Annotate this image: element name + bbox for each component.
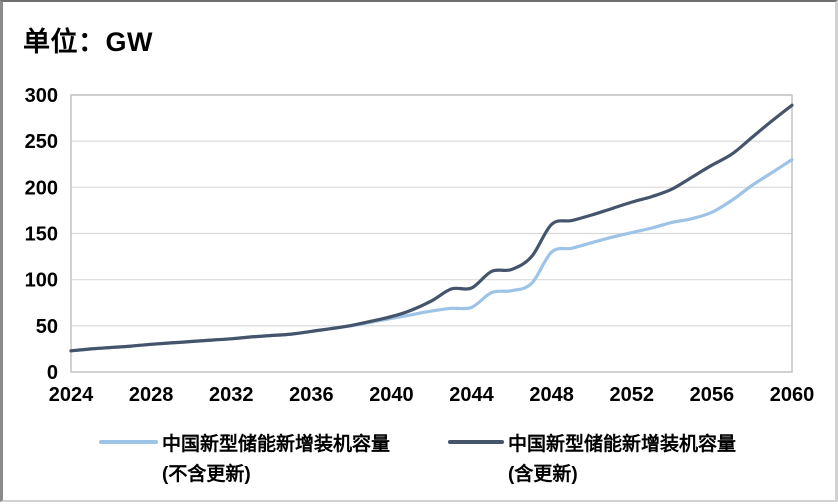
series-line-excluding-renewal (69, 158, 794, 353)
legend-line-swatch-light-icon (99, 440, 158, 444)
legend-label-line1: 中国新型储能新增装机容量 (508, 434, 737, 455)
y-axis-tick-label: 100 (25, 270, 58, 292)
legend-item-including-renewal: 中国新型储能新增装机容量 (含更新) (448, 430, 736, 490)
x-axis-tick-label: 2028 (129, 384, 174, 406)
y-axis-tick-label: 300 (25, 85, 58, 107)
y-axis-tick-label: 50 (36, 316, 58, 338)
y-axis-tick-label: 150 (25, 224, 58, 246)
chart-title: 单位：GW (23, 27, 153, 57)
x-axis-tick-label: 2060 (770, 384, 815, 406)
plot-border (70, 94, 793, 373)
y-axis-tick-label: 0 (47, 362, 58, 384)
legend-item-excluding-renewal: 中国新型储能新增装机容量 (不含更新) (99, 430, 390, 490)
x-axis-tick-label: 2040 (369, 384, 414, 406)
y-axis-tick-label: 250 (25, 131, 58, 153)
x-axis-tick-label: 2056 (690, 384, 735, 406)
legend-label-line2: (不含更新) (162, 464, 251, 485)
x-axis-tick-label: 2048 (529, 384, 574, 406)
legend-label-line2: (含更新) (508, 464, 578, 485)
legend-label-line1: 中国新型储能新增装机容量 (162, 434, 391, 455)
x-axis-tick-label: 2036 (289, 384, 334, 406)
legend-label-excluding-renewal: 中国新型储能新增装机容量 (不含更新) (162, 430, 390, 490)
x-axis-tick-label: 2032 (209, 384, 254, 406)
x-axis-tick-label: 2024 (49, 384, 94, 406)
y-axis-tick-label: 200 (25, 177, 58, 199)
line-chart: 0 50 100 150 200 250 300 2024 2028 2032 2036 2040 20… (25, 85, 815, 406)
series-line-including-renewal (69, 103, 794, 353)
legend-line-swatch-dark-icon (448, 440, 504, 444)
legend-label-including-renewal: 中国新型储能新增装机容量 (含更新) (508, 430, 736, 490)
x-axis-tick-label: 2044 (449, 384, 494, 406)
x-axis-tick-label: 2052 (610, 384, 655, 406)
